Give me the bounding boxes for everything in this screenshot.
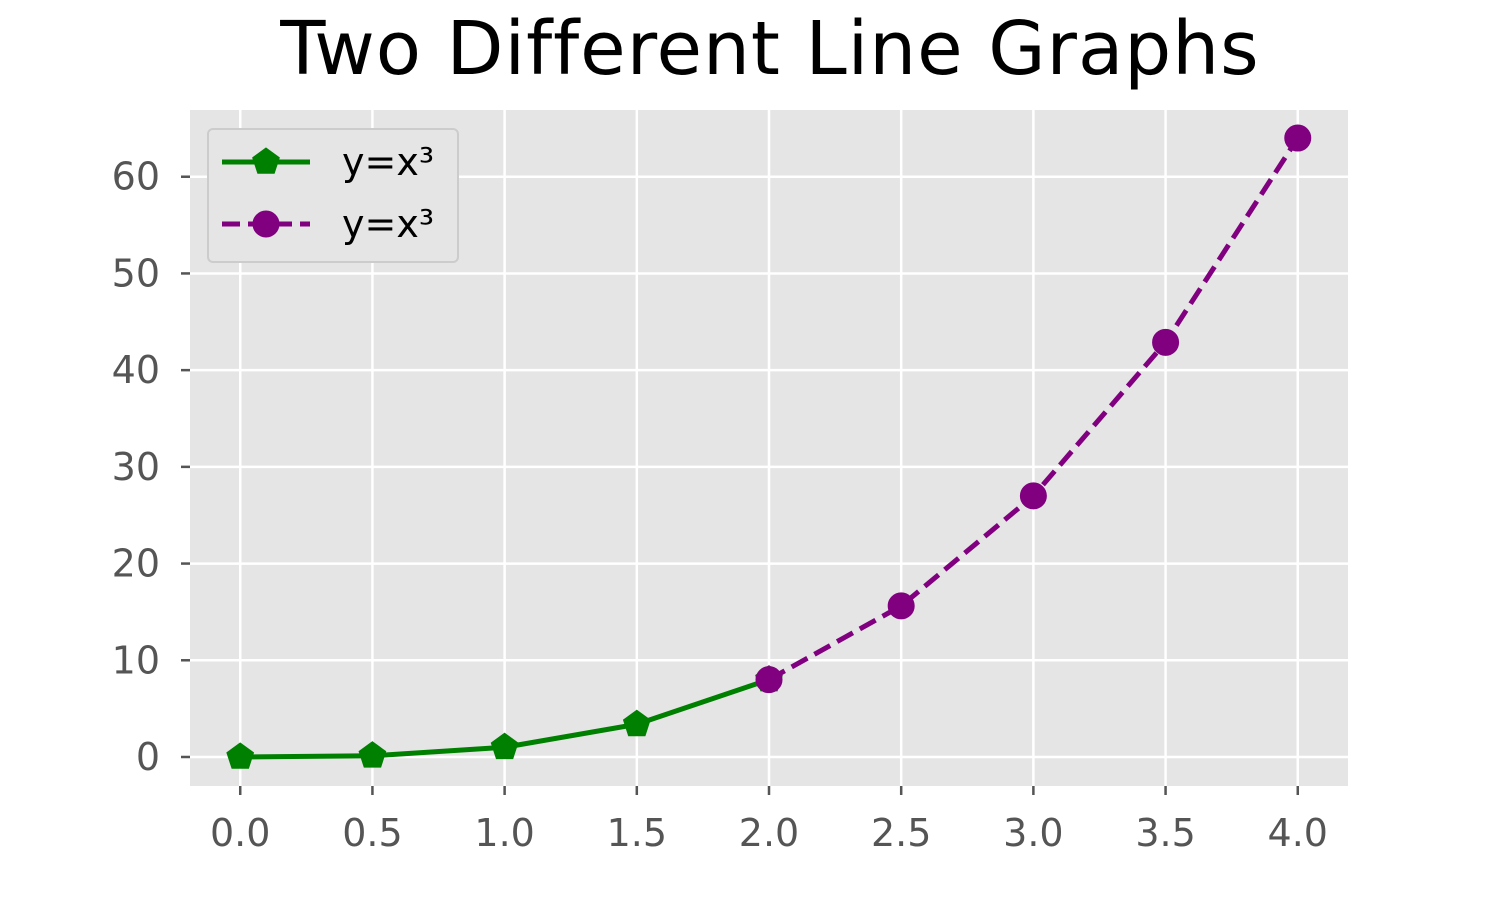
y-tick-label: 30: [112, 445, 160, 489]
data-point: [1019, 482, 1047, 510]
data-point: [1152, 328, 1180, 356]
series-2: [755, 124, 1312, 694]
legend-marker: [252, 147, 280, 174]
x-tick-label: 2.5: [871, 811, 931, 855]
x-tick-label: 3.5: [1135, 811, 1195, 855]
data-point: [226, 742, 255, 769]
y-tick-label: 10: [112, 638, 160, 682]
data-point: [490, 732, 519, 760]
grid-lines: [190, 110, 1348, 786]
x-axis: 0.0 0.5 1.0 1.5 2.0 2.5 3.0 3.5 4.0: [210, 786, 1328, 855]
x-tick-label: 1.0: [474, 811, 534, 855]
y-tick-label: 40: [112, 348, 160, 392]
x-tick-label: 1.5: [607, 811, 667, 855]
legend-marker: [252, 210, 280, 238]
data-point: [358, 741, 387, 768]
legend-label: y=x³: [342, 202, 434, 246]
series-layer: [226, 124, 1312, 769]
y-tick-label: 20: [112, 542, 160, 586]
y-tick-label: 50: [112, 251, 160, 295]
legend: y=x³ y=x³: [207, 128, 459, 263]
legend-label: y=x³: [342, 140, 434, 184]
x-tick-label: 0.0: [210, 811, 270, 855]
chart-title: Two Different Line Graphs: [280, 6, 1260, 92]
x-tick-label: 2.0: [739, 811, 799, 855]
data-point: [887, 592, 915, 620]
x-tick-label: 0.5: [342, 811, 402, 855]
data-point: [1284, 124, 1312, 152]
data-point: [622, 709, 651, 737]
y-tick-label: 60: [112, 155, 160, 199]
y-tick-label: 0: [136, 735, 160, 779]
data-point: [755, 666, 783, 694]
y-axis: 0 10 20 30 40 50 60: [112, 155, 190, 779]
x-tick-label: 3.0: [1003, 811, 1063, 855]
x-tick-label: 4.0: [1268, 811, 1328, 855]
